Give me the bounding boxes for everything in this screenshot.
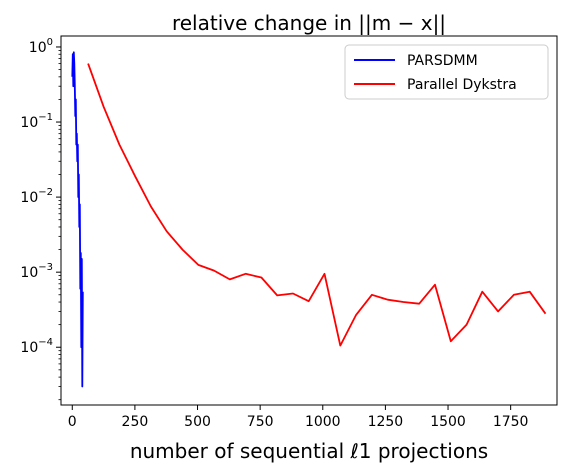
x-tick-label: 0: [68, 414, 77, 430]
y-tick-label: 10−4: [20, 337, 53, 356]
y-tick-label: 10−2: [20, 187, 53, 206]
x-tick-label: 500: [184, 414, 211, 430]
legend-box: [344, 44, 549, 100]
y-tick-label: 10−3: [20, 262, 53, 281]
legend-label-parsdmm: PARSDMM: [407, 53, 478, 69]
series-line-parsdmm: [71, 51, 84, 388]
x-axis-ticks: 0 250 500 750 1000 1250 1500 1750: [68, 405, 529, 430]
legend: PARSDMM Parallel Dykstra: [344, 44, 549, 100]
chart-title: relative change in ||m − x||: [172, 11, 446, 35]
y-tick-label: 100: [29, 37, 53, 56]
x-tick-label: 1500: [430, 414, 466, 430]
series-line-parallel-dykstra: [87, 63, 547, 347]
series-layer: [71, 51, 547, 388]
x-tick-label: 750: [247, 414, 274, 430]
x-tick-label: 1000: [305, 414, 341, 430]
x-axis-label: number of sequential ℓ1 projections: [130, 439, 488, 463]
plot-frame: [60, 35, 558, 406]
x-tick-label: 1250: [368, 414, 404, 430]
y-tick-label: 10−1: [20, 112, 53, 131]
x-tick-label: 250: [122, 414, 149, 430]
x-tick-label: 1750: [493, 414, 529, 430]
y-axis-ticks: 100 10−1 10−2 10−3 10−4: [20, 37, 61, 401]
legend-label-parallel-dykstra: Parallel Dykstra: [407, 77, 517, 93]
